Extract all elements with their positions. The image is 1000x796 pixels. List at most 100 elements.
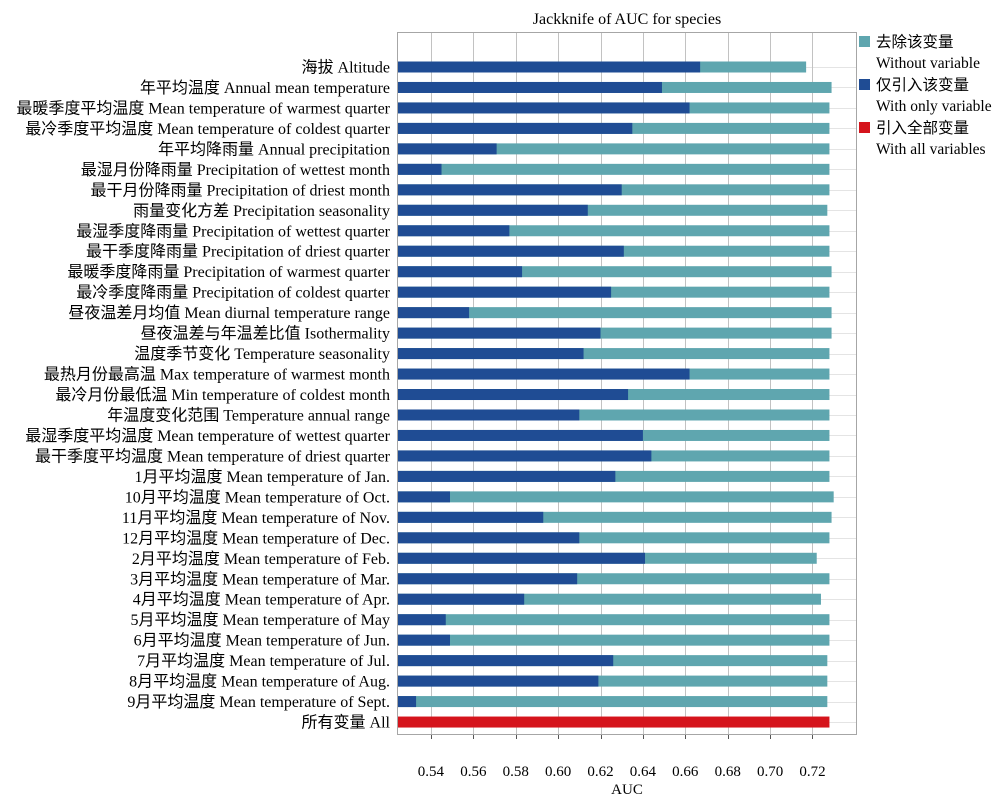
x-tick-label: 0.68 (715, 764, 741, 780)
bar-without-variable (397, 348, 830, 360)
legend-item-with-only-variable: 仅引入该变量 With only variable (859, 76, 992, 115)
bar-with-only-variable (397, 532, 580, 544)
category-label: 2月平均温度 Mean temperature of Feb. (132, 550, 390, 568)
bar-with-only-variable (397, 163, 442, 175)
category-label: 11月平均温度 Mean temperature of Nov. (122, 509, 390, 527)
bar-with-only-variable (397, 122, 633, 134)
category-label: 6月平均温度 Mean temperature of Jun. (134, 632, 390, 650)
category-label: 最干月份降雨量 Precipitation of driest month (90, 181, 390, 199)
chart-title: Jackknife of AUC for species (533, 11, 721, 28)
bar-with-only-variable (397, 593, 525, 605)
category-label: 3月平均温度 Mean temperature of Mar. (130, 570, 390, 588)
bar-with-only-variable (397, 327, 601, 339)
category-label: 海拔 Altitude (302, 59, 390, 77)
bar-with-only-variable (397, 696, 417, 708)
category-labels: 海拔 Altitude 年平均温度 Annual mean temperature… (16, 59, 390, 732)
category-label: 最干季度降雨量 Precipitation of driest quarter (86, 243, 391, 261)
x-tick-label: 0.54 (418, 764, 445, 780)
bar-without-variable (397, 204, 828, 216)
category-label: 所有变量 All (302, 714, 391, 732)
bar-with-only-variable (397, 552, 646, 564)
bar-without-variable (397, 491, 834, 503)
bar-without-variable (397, 634, 830, 646)
bar-with-only-variable (397, 184, 622, 196)
x-tick-label: 0.72 (799, 764, 825, 780)
bar-with-only-variable (397, 614, 446, 626)
x-tick-label: 0.62 (587, 764, 613, 780)
category-label: 10月平均温度 Mean temperature of Oct. (125, 488, 390, 506)
legend-swatch-with-only-variable (859, 79, 870, 90)
bar-with-only-variable (397, 307, 470, 319)
legend-label-en: With only variable (876, 98, 992, 115)
legend-item-without-variable: 去除该变量 Without variable (859, 33, 980, 72)
bar-without-variable (397, 286, 830, 298)
bar-with-only-variable (397, 389, 629, 401)
category-label: 年平均降雨量 Annual precipitation (158, 140, 390, 158)
category-label: 最冷季度降雨量 Precipitation of coldest quarter (76, 284, 390, 302)
bar-without-variable (397, 327, 832, 339)
category-label: 最暖季度平均温度 Mean temperature of warmest qua… (16, 99, 390, 117)
bar-with-only-variable (397, 61, 701, 73)
category-label: 7月平均温度 Mean temperature of Jul. (137, 652, 390, 670)
category-label: 昼夜温差与年温差比值 Isothermality (141, 325, 390, 343)
legend-label-zh: 仅引入该变量 (876, 76, 969, 94)
x-tick-label: 0.56 (460, 764, 487, 780)
bar-with-only-variable (397, 675, 599, 687)
bar-without-variable (397, 675, 828, 687)
bar-with-only-variable (397, 368, 690, 380)
legend-swatch-without-variable (859, 36, 870, 47)
legend-label-en: Without variable (876, 55, 980, 72)
bar-with-only-variable (397, 511, 544, 523)
bar-with-only-variable (397, 266, 523, 278)
bar-with-only-variable (397, 102, 690, 114)
bar-with-only-variable (397, 573, 578, 585)
x-tick-label: 0.64 (630, 764, 657, 780)
category-label: 雨量变化方差 Precipitation seasonality (133, 202, 390, 220)
x-axis-ticks: 0.54 0.56 0.58 0.60 0.62 0.64 0.66 0.68 0.70 0.72 (418, 735, 826, 780)
category-label: 昼夜温差月均值 Mean diurnal temperature range (68, 304, 390, 322)
bar-without-variable (397, 225, 830, 237)
category-label: 最干季度平均温度 Mean temperature of driest quar… (35, 447, 391, 465)
bar-with-only-variable (397, 204, 588, 216)
legend-item-with-all-variables: 引入全部变量 With all variables (859, 119, 986, 158)
bar-with-only-variable (397, 491, 450, 503)
category-label: 最湿月份降雨量 Precipitation of wettest month (81, 161, 390, 179)
category-label: 最冷月份最低温 Min temperature of coldest month (55, 386, 390, 404)
category-label: 最热月份最高温 Max temperature of warmest month (44, 366, 390, 384)
bar-without-variable (397, 532, 830, 544)
category-label: 最暖季度降雨量 Precipitation of warmest quarter (67, 263, 390, 281)
bar-with-only-variable (397, 286, 612, 298)
bar-with-only-variable (397, 429, 643, 441)
bar-without-variable (397, 307, 832, 319)
category-label: 12月平均温度 Mean temperature of Dec. (122, 529, 390, 547)
bars-layer (397, 61, 834, 728)
bar-without-variable (397, 573, 830, 585)
legend-label-zh: 去除该变量 (876, 33, 954, 51)
category-label: 1月平均温度 Mean temperature of Jan. (135, 468, 391, 486)
bar-with-only-variable (397, 655, 614, 667)
bar-with-only-variable (397, 634, 450, 646)
x-tick-label: 0.58 (503, 764, 529, 780)
category-label: 4月平均温度 Mean temperature of Apr. (133, 591, 390, 609)
bar-without-variable (397, 163, 830, 175)
bar-with-only-variable (397, 245, 624, 257)
x-tick-label: 0.66 (672, 764, 699, 780)
plot-frame (397, 32, 857, 735)
bar-with-only-variable (397, 81, 662, 93)
category-label: 9月平均温度 Mean temperature of Sept. (127, 693, 390, 711)
x-tick-label: 0.70 (757, 764, 783, 780)
category-label: 最冷季度平均温度 Mean temperature of coldest qua… (25, 120, 390, 138)
bar-without-variable (397, 696, 828, 708)
bar-without-variable (397, 511, 832, 523)
bar-with-only-variable (397, 225, 510, 237)
bar-with-only-variable (397, 450, 652, 462)
bar-without-variable (397, 593, 821, 605)
bar-without-variable (397, 409, 830, 421)
legend-label-en: With all variables (876, 141, 986, 158)
legend: 去除该变量 Without variable 仅引入该变量 With only var… (859, 33, 992, 158)
bar-with-only-variable (397, 470, 616, 482)
category-label: 年平均温度 Annual mean temperature (140, 79, 390, 97)
category-label: 最湿季度平均温度 Mean temperature of wettest qua… (25, 427, 390, 445)
x-tick-label: 0.60 (545, 764, 571, 780)
